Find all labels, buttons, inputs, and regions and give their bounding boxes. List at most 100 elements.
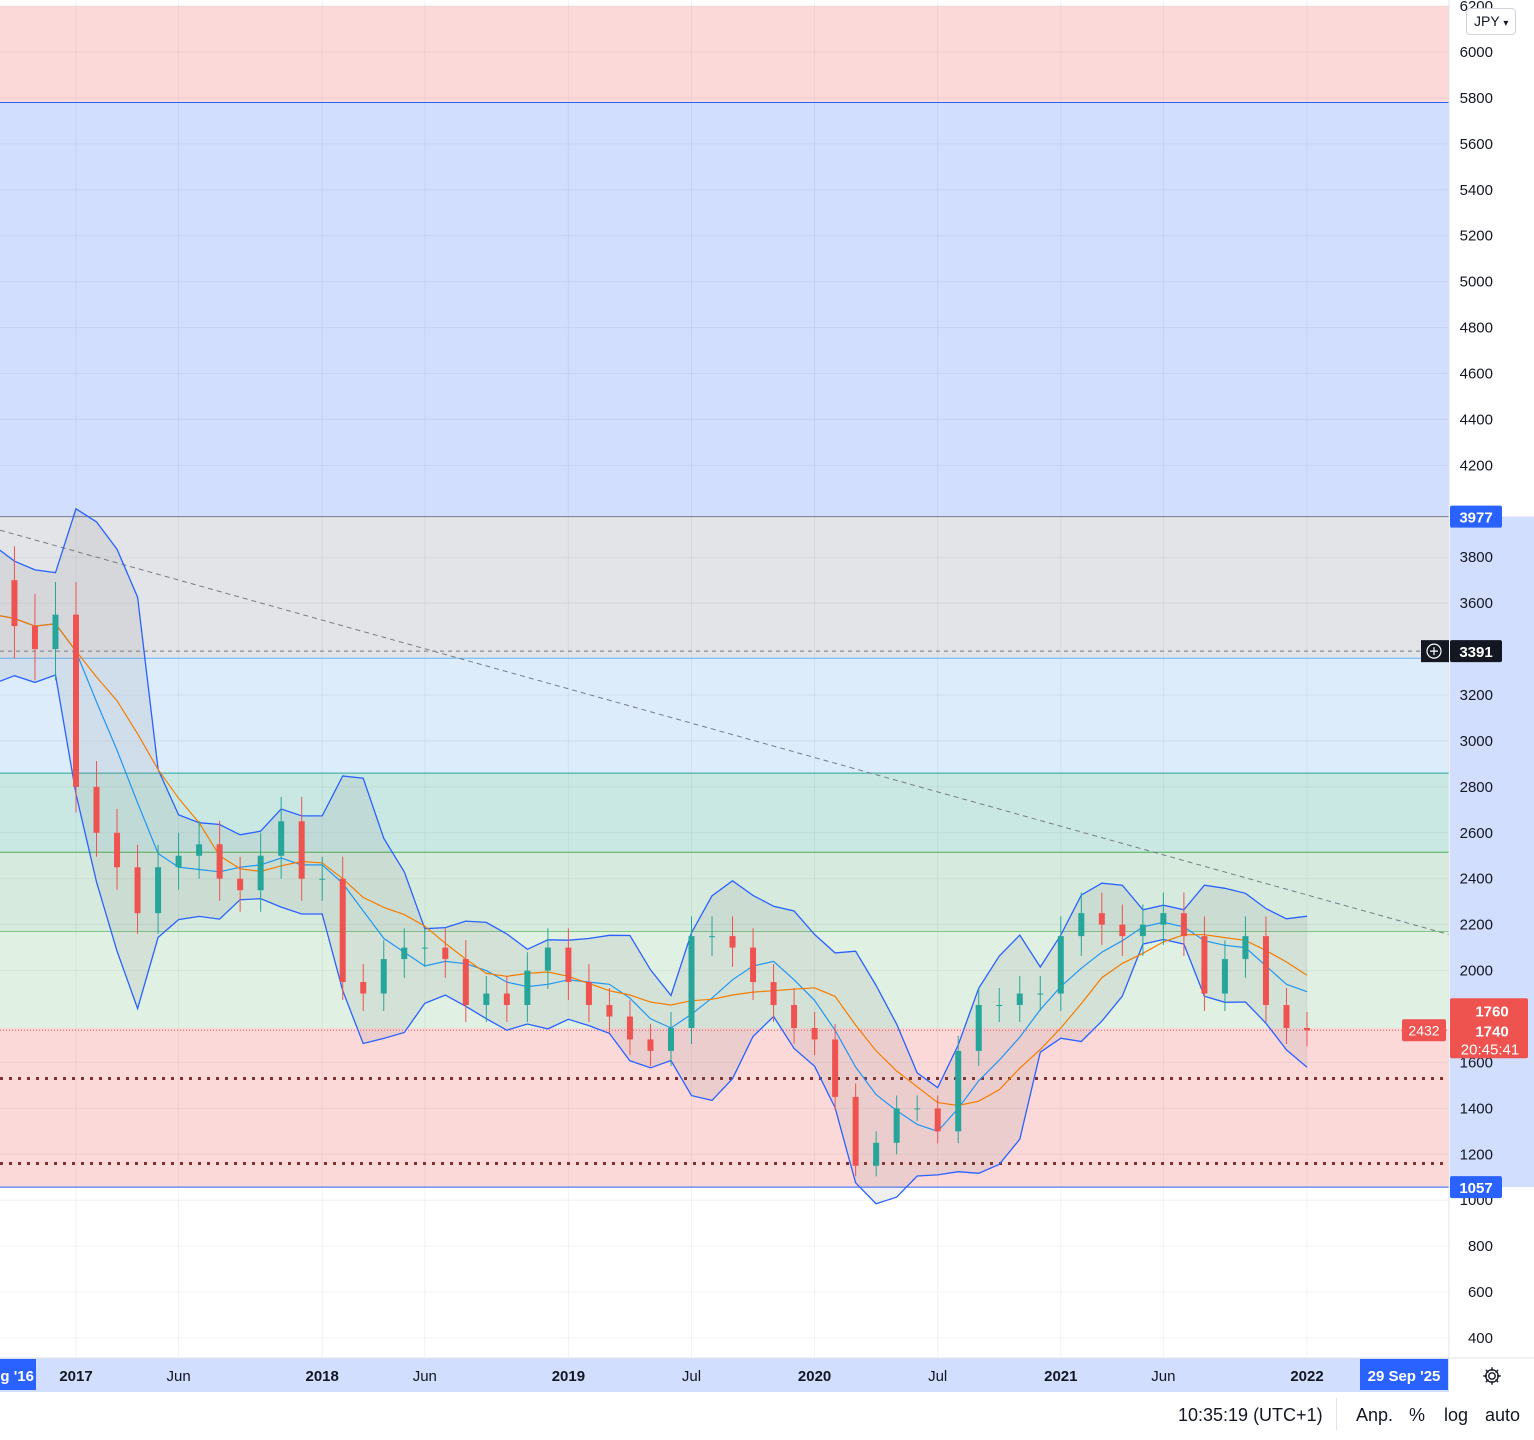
candle-body <box>832 1039 839 1097</box>
crosshair-price-tag-text: 3391 <box>1459 644 1492 661</box>
time-tick-label: 2021 <box>1044 1368 1077 1385</box>
candle-body <box>93 786 100 833</box>
candle-body <box>298 821 305 879</box>
candle-body <box>1180 913 1187 937</box>
candle-body <box>442 947 449 960</box>
candle-body <box>1160 913 1167 925</box>
candle-body <box>565 947 572 983</box>
status-bar: 10:35:19 (UTC+1) Anp. % log auto <box>0 1392 1534 1440</box>
zone-band <box>0 1027 1449 1188</box>
price-tick-label: 5800 <box>1460 90 1493 107</box>
clock-time[interactable]: 10:35:19 (UTC+1) <box>1178 1405 1323 1425</box>
candle-body <box>1262 936 1269 1006</box>
adjust-toggle[interactable]: Anp. <box>1356 1405 1394 1425</box>
price-tick-label: 600 <box>1468 1284 1493 1301</box>
candle-body <box>73 614 79 787</box>
chart-settings-button[interactable] <box>1474 1361 1510 1391</box>
add-alert-button[interactable] <box>1421 640 1449 663</box>
zone-band <box>0 102 1449 517</box>
candle-body <box>1221 959 1228 994</box>
candle-body <box>52 614 59 650</box>
candle-body <box>791 1005 798 1028</box>
candle-body <box>462 959 469 1006</box>
candle-body <box>934 1108 941 1132</box>
price-tick-label: 2800 <box>1460 779 1493 796</box>
candle-body <box>1283 1005 1290 1028</box>
last-price-label: 1740 <box>1475 1023 1508 1040</box>
candle-body <box>483 993 490 1006</box>
candle-body <box>996 1005 1003 1007</box>
time-range-tag-background <box>1360 1359 1448 1390</box>
price-tick-label: 800 <box>1468 1238 1493 1255</box>
candle-body <box>975 1005 982 1051</box>
percent-scale-toggle[interactable]: % <box>1409 1405 1426 1425</box>
time-range-tag-background <box>0 1359 36 1390</box>
time-range-tag-label: g '16 <box>0 1368 34 1385</box>
lower-range-price-tag: 1057 <box>1450 1176 1502 1199</box>
upper-range-price-tag: 3977 <box>1450 505 1502 528</box>
trendline <box>0 529 1449 936</box>
candle-body <box>421 947 428 949</box>
price-tick-label: 4800 <box>1460 320 1493 337</box>
candle-body <box>709 936 716 938</box>
candle-body <box>1078 913 1085 937</box>
time-tick-label: Jul <box>682 1368 701 1385</box>
candle-body <box>667 1027 674 1051</box>
price-tick-label: 1600 <box>1460 1054 1493 1071</box>
zone-band <box>0 931 1449 1028</box>
status-divider <box>1336 1398 1337 1430</box>
crosshair-price-tag: 3391 <box>1450 640 1502 663</box>
candle-body <box>237 878 244 891</box>
candle-body <box>503 993 510 1006</box>
candle-body <box>196 844 203 856</box>
candle-body <box>1057 936 1064 994</box>
candle-body <box>1139 924 1146 937</box>
price-range-highlight <box>1450 516 1534 1188</box>
candle-body <box>606 1005 613 1017</box>
currency-selector[interactable]: JPY ▾ <box>1466 8 1517 35</box>
zone-band <box>0 852 1449 932</box>
secondary-price-label: 2432 <box>1408 1022 1439 1038</box>
candle-body <box>319 878 326 880</box>
price-tick-label: 4600 <box>1460 366 1493 383</box>
candle-body <box>134 867 141 914</box>
candle-body <box>1119 924 1126 937</box>
time-tick-label: Jun <box>1151 1368 1175 1385</box>
time-range-tag-label: 29 Sep '25 <box>1368 1368 1441 1385</box>
lower-range-price-tag-background <box>1450 1176 1502 1199</box>
candle-body <box>1201 936 1208 994</box>
zone-band <box>0 773 1449 853</box>
zone-band <box>0 516 1449 659</box>
candle-body <box>114 832 121 868</box>
price-tick-label: 4200 <box>1460 457 1493 474</box>
zone-band <box>0 6 1449 103</box>
candle-body <box>11 580 18 627</box>
candle-body <box>914 1108 921 1110</box>
time-tick-label: Jul <box>928 1368 947 1385</box>
price-tick-label: 5400 <box>1460 182 1493 199</box>
price-tick-label: 3000 <box>1460 733 1493 750</box>
candle-body <box>360 982 367 994</box>
chevron-down-icon: ▾ <box>1503 18 1509 29</box>
lower-range-price-tag-text: 1057 <box>1459 1180 1492 1197</box>
log-scale-toggle[interactable]: log <box>1444 1405 1469 1425</box>
last-price-background <box>1450 998 1528 1059</box>
candle-body <box>380 959 387 994</box>
gear-icon <box>1483 1367 1501 1385</box>
price-tick-label: 1200 <box>1460 1146 1493 1163</box>
time-tick-label: Jun <box>166 1368 190 1385</box>
time-axis-background <box>0 1358 1449 1392</box>
price-chart[interactable]: 4006008001000120014001600200022002400260… <box>0 0 1534 1392</box>
price-tick-label: 6000 <box>1460 44 1493 61</box>
time-tick-label: 2022 <box>1290 1368 1323 1385</box>
candle-body <box>852 1096 859 1166</box>
bollinger-lower-line <box>0 674 1308 1205</box>
auto-scale-toggle[interactable]: auto <box>1485 1405 1521 1425</box>
candle-body <box>175 855 182 868</box>
candle-body <box>1098 913 1105 925</box>
plus-icon <box>1430 647 1438 656</box>
secondary-price-tag: 2432 <box>1402 1019 1446 1042</box>
prev-price-label: 1760 <box>1475 1003 1508 1020</box>
currency-label: JPY <box>1474 13 1500 29</box>
